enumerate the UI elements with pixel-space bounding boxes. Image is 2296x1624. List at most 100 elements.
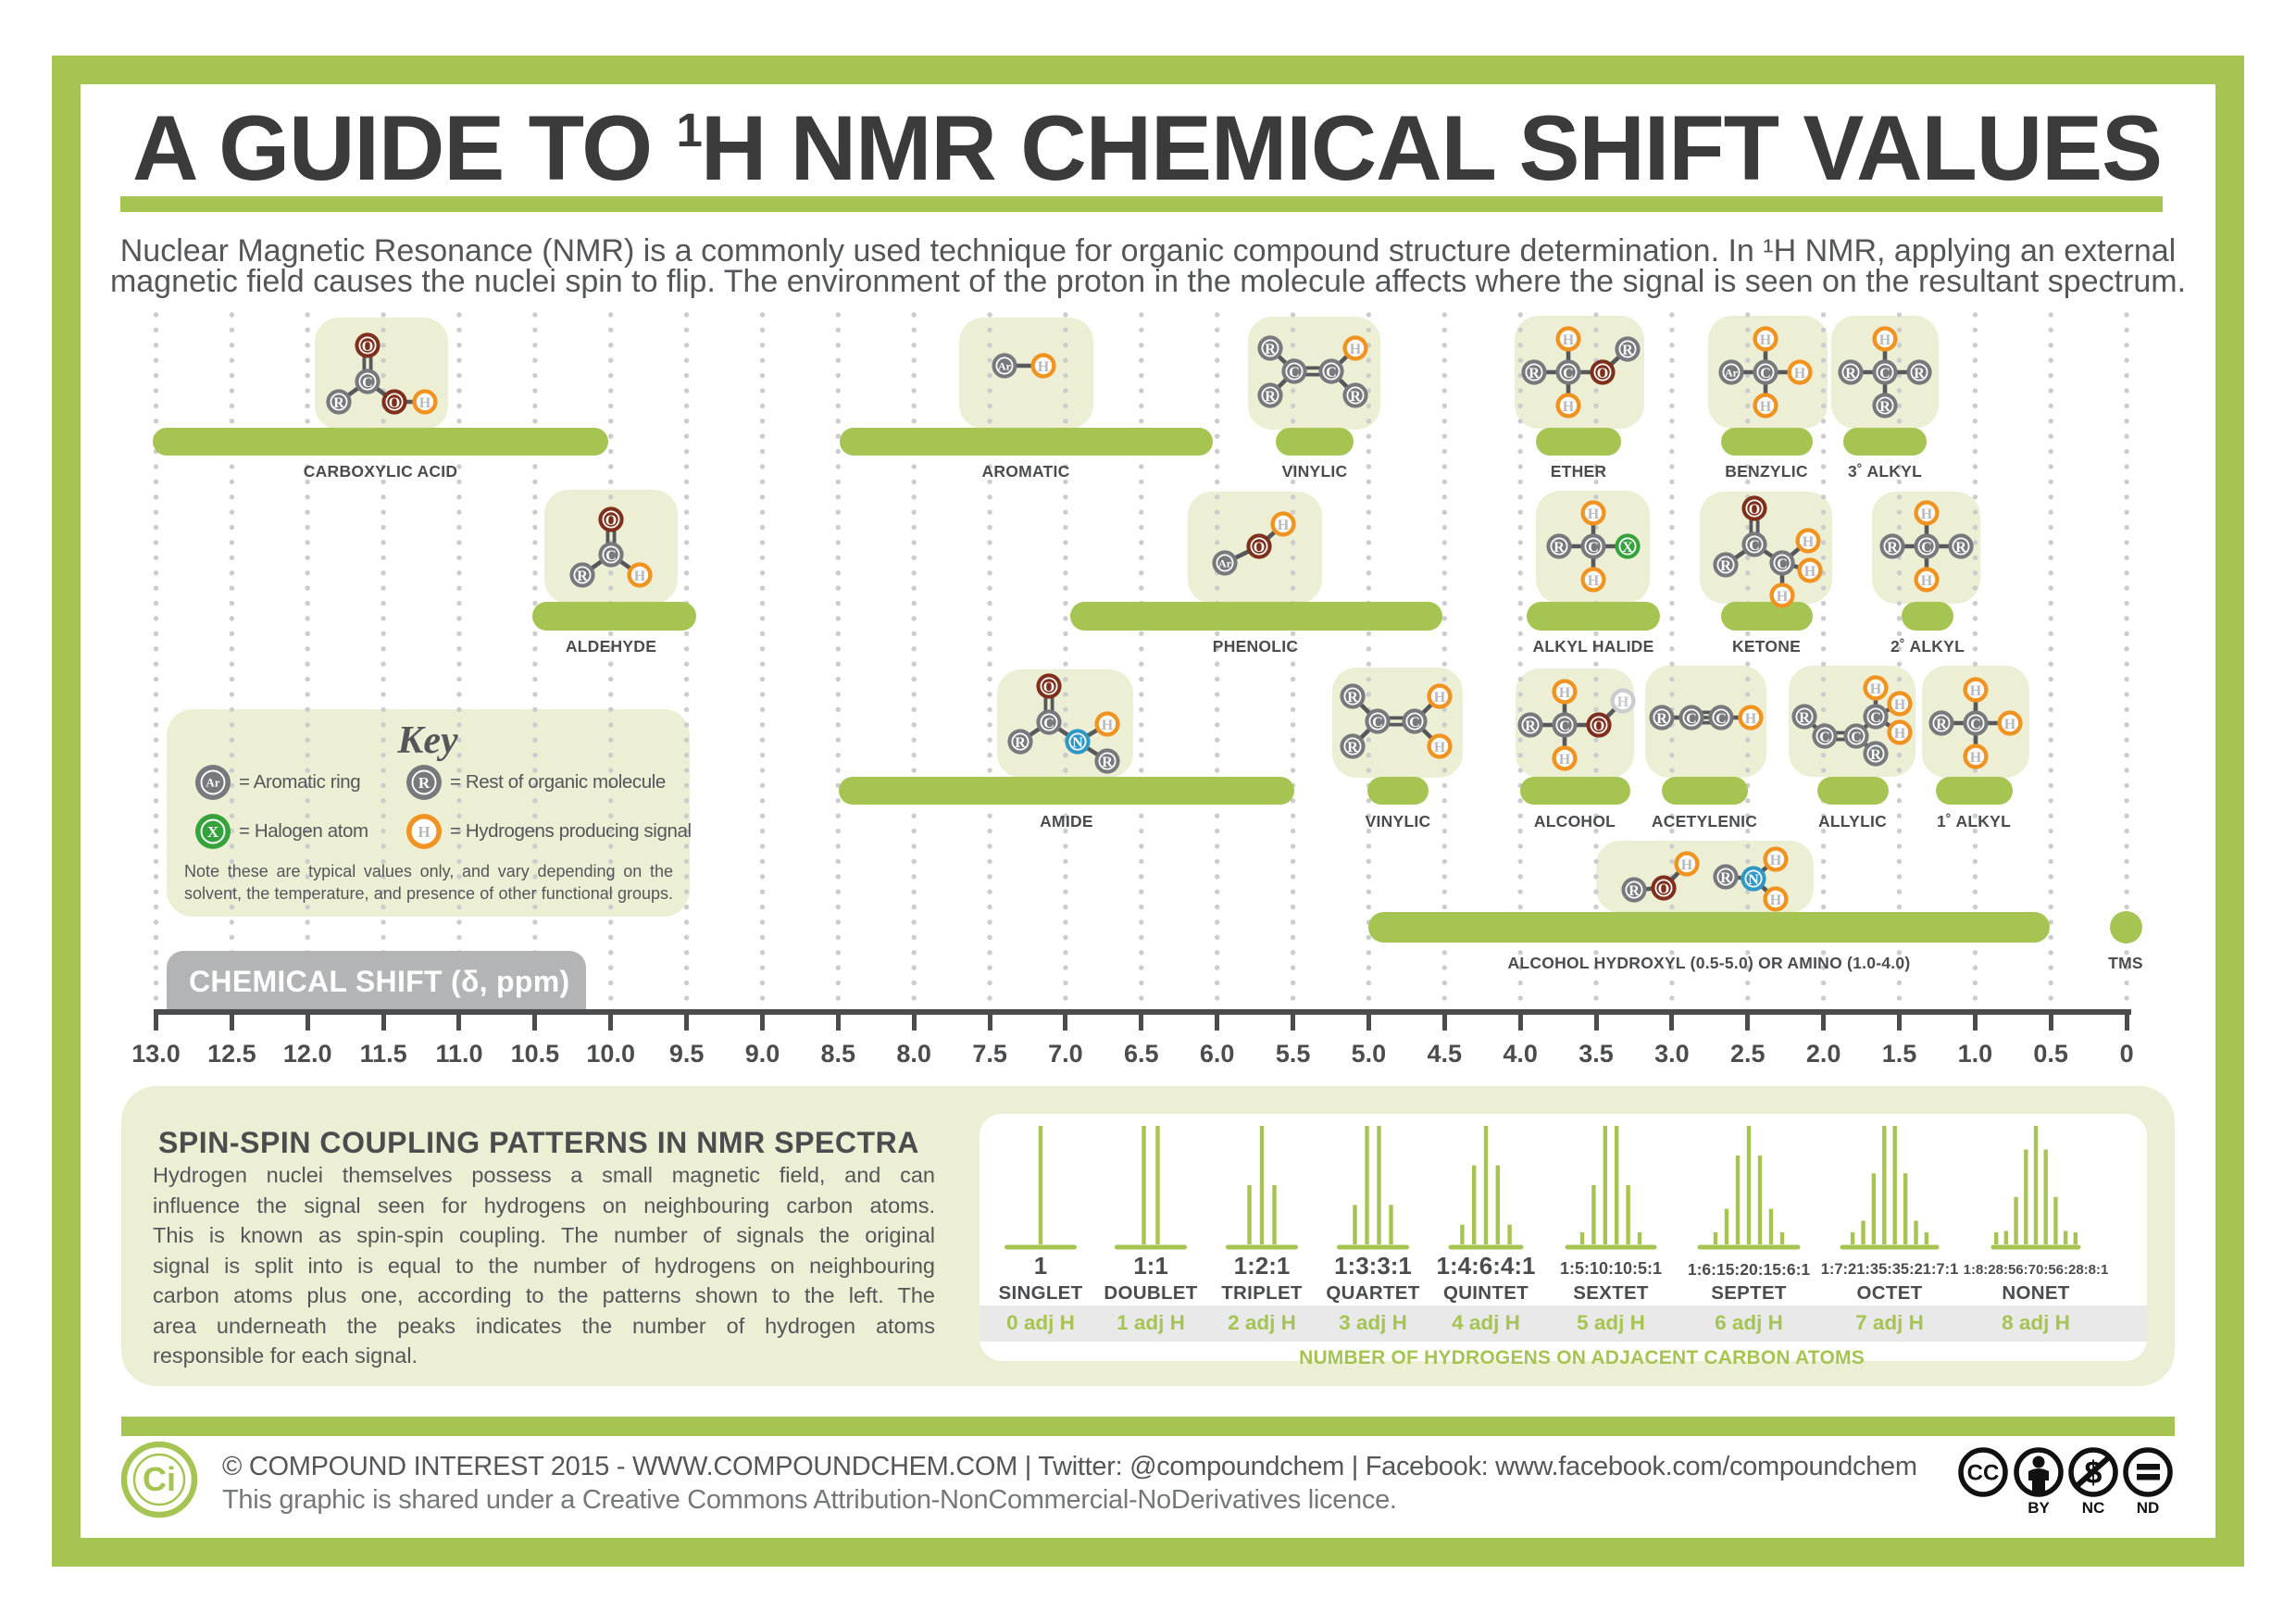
svg-text:H: H <box>1760 332 1772 348</box>
svg-text:O: O <box>1043 680 1054 695</box>
svg-text:C: C <box>1372 715 1383 731</box>
svg-text:C: C <box>1326 365 1337 381</box>
svg-text:R: R <box>1656 711 1667 727</box>
svg-text:C: C <box>1819 730 1830 745</box>
svg-text:C: C <box>1588 540 1599 556</box>
svg-text:C: C <box>1716 711 1727 727</box>
svg-text:H: H <box>1794 366 1806 381</box>
svg-text:R: R <box>1879 399 1890 415</box>
svg-text:R: R <box>1799 710 1810 726</box>
svg-text:R: R <box>1955 540 1966 556</box>
svg-text:H: H <box>1038 359 1050 375</box>
svg-text:C: C <box>1870 710 1881 726</box>
svg-text:R: R <box>333 395 344 411</box>
svg-text:H: H <box>419 395 431 411</box>
svg-text:H: H <box>1588 506 1600 522</box>
svg-text:H: H <box>1970 683 1982 699</box>
svg-text:C: C <box>1409 715 1420 731</box>
svg-text:H: H <box>1559 685 1571 701</box>
svg-text:R: R <box>418 774 430 792</box>
svg-text:O: O <box>1658 881 1669 897</box>
svg-text:H: H <box>1434 740 1446 756</box>
svg-text:NC: NC <box>2082 1499 2105 1517</box>
svg-text:H: H <box>1617 694 1629 710</box>
svg-text:H: H <box>418 823 430 841</box>
svg-text:C: C <box>1559 718 1570 734</box>
svg-text:R: R <box>1720 558 1731 574</box>
svg-text:C: C <box>1879 366 1890 381</box>
svg-text:R: R <box>1347 740 1358 756</box>
svg-text:H: H <box>1102 718 1114 733</box>
svg-text:H: H <box>1770 853 1782 868</box>
svg-text:R: R <box>1265 389 1276 405</box>
svg-text:ND: ND <box>2137 1499 2160 1517</box>
svg-text:R: R <box>1347 690 1358 706</box>
svg-text:C: C <box>1289 365 1300 381</box>
svg-text:H: H <box>1563 399 1575 415</box>
svg-text:O: O <box>362 339 373 355</box>
svg-text:R: R <box>1525 718 1536 734</box>
svg-text:R: R <box>1015 735 1026 751</box>
svg-text:R: R <box>1936 717 1947 732</box>
svg-text:R: R <box>1554 540 1565 556</box>
svg-text:R: R <box>1628 883 1640 899</box>
svg-text:H: H <box>1745 711 1757 727</box>
svg-text:C: C <box>362 375 373 391</box>
svg-text:R: R <box>1914 366 1925 381</box>
svg-text:O: O <box>389 395 400 411</box>
svg-text:H: H <box>1870 681 1882 697</box>
svg-text:Ar: Ar <box>998 359 1012 372</box>
svg-text:H: H <box>1588 573 1600 589</box>
svg-text:H: H <box>2004 717 2016 732</box>
svg-text:R: R <box>1529 366 1540 381</box>
svg-text:H: H <box>1434 690 1446 706</box>
svg-text:H: H <box>1804 564 1816 580</box>
svg-text:H: H <box>634 568 646 584</box>
svg-text:C: C <box>1777 556 1788 572</box>
svg-text:O: O <box>1597 366 1608 381</box>
svg-text:R: R <box>1350 389 1361 405</box>
svg-text:C: C <box>1563 366 1574 381</box>
svg-text:H: H <box>1894 726 1906 742</box>
svg-text:H: H <box>1559 752 1571 768</box>
svg-text:O: O <box>1593 718 1604 734</box>
svg-text:R: R <box>1845 366 1856 381</box>
svg-text:H: H <box>1770 893 1782 908</box>
svg-text:Ar: Ar <box>1218 556 1232 569</box>
svg-text:O: O <box>1254 540 1265 556</box>
svg-text:H: H <box>1803 534 1815 550</box>
svg-text:H: H <box>1921 506 1933 522</box>
svg-text:H: H <box>1563 332 1575 348</box>
svg-text:R: R <box>577 568 588 584</box>
svg-text:H: H <box>1777 589 1789 605</box>
svg-text:N: N <box>1748 872 1759 888</box>
svg-text:BY: BY <box>2028 1499 2050 1517</box>
svg-text:C: C <box>605 548 617 564</box>
svg-text:O: O <box>605 513 617 529</box>
svg-text:C: C <box>1043 716 1054 731</box>
svg-text:C: C <box>1686 711 1697 727</box>
svg-text:CC: CC <box>1967 1460 2000 1485</box>
svg-text:H: H <box>1760 399 1772 415</box>
svg-text:X: X <box>1622 540 1633 556</box>
svg-text:H: H <box>1681 857 1693 873</box>
svg-text:H: H <box>1894 697 1906 713</box>
svg-text:N: N <box>1072 735 1083 751</box>
svg-text:R: R <box>1265 342 1276 357</box>
svg-text:O: O <box>1749 502 1760 518</box>
svg-text:Ci: Ci <box>143 1460 176 1498</box>
svg-text:Ar: Ar <box>206 776 219 790</box>
svg-text:R: R <box>1622 343 1633 358</box>
svg-text:C: C <box>1760 366 1771 381</box>
svg-text:R: R <box>1720 870 1731 886</box>
svg-text:H: H <box>1921 573 1933 589</box>
svg-text:H: H <box>1350 342 1362 357</box>
svg-text:C: C <box>1921 540 1932 556</box>
svg-text:C: C <box>1851 730 1862 745</box>
svg-text:H: H <box>1278 518 1290 533</box>
svg-text:X: X <box>207 823 219 841</box>
svg-text:R: R <box>1870 747 1881 763</box>
svg-text:R: R <box>1887 540 1898 556</box>
svg-text:C: C <box>1970 717 1981 732</box>
svg-text:R: R <box>1102 755 1113 770</box>
